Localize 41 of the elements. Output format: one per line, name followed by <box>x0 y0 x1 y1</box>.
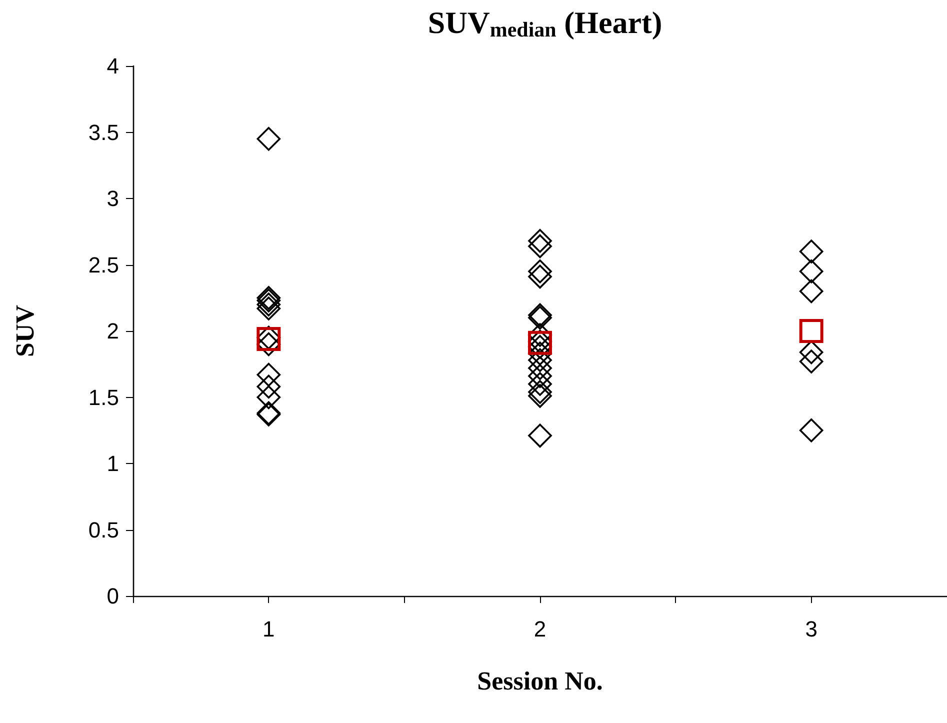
point <box>528 372 552 396</box>
point <box>799 350 824 374</box>
point <box>256 362 281 387</box>
y-tick-label: 2 <box>106 318 119 344</box>
y-tick-label: 1.5 <box>88 384 119 410</box>
point <box>528 234 552 258</box>
point <box>256 296 281 320</box>
point <box>256 374 281 399</box>
point <box>528 348 552 372</box>
x-axis-title: Session No. <box>477 666 603 696</box>
point <box>256 385 281 410</box>
point <box>799 240 824 264</box>
point <box>256 126 281 151</box>
point <box>799 279 824 304</box>
y-tick-label: 4 <box>106 54 119 78</box>
point <box>528 342 552 366</box>
point <box>528 380 552 404</box>
x-tick-label: 1 <box>262 616 275 642</box>
point <box>799 340 824 364</box>
y-tick-label: 0.5 <box>88 517 119 542</box>
point <box>799 259 824 284</box>
point <box>528 335 552 359</box>
y-axis-title: SUV <box>10 304 40 358</box>
y-tick-label: 1 <box>106 451 119 476</box>
point <box>528 229 552 253</box>
point <box>528 424 552 448</box>
point <box>528 356 552 380</box>
point <box>256 332 281 356</box>
point <box>528 384 552 408</box>
point <box>528 264 552 289</box>
point <box>799 418 824 442</box>
y-tick-label: 3 <box>106 186 119 211</box>
y-tick-label: 0 <box>106 584 119 608</box>
y-tick-label: 3.5 <box>88 120 119 145</box>
point <box>256 292 281 316</box>
point <box>528 259 552 284</box>
y-tick-label: 2.5 <box>88 252 119 278</box>
x-tick-label: 3 <box>805 616 818 642</box>
x-tick-label: 2 <box>534 616 546 642</box>
point <box>528 364 552 388</box>
point <box>799 319 824 343</box>
